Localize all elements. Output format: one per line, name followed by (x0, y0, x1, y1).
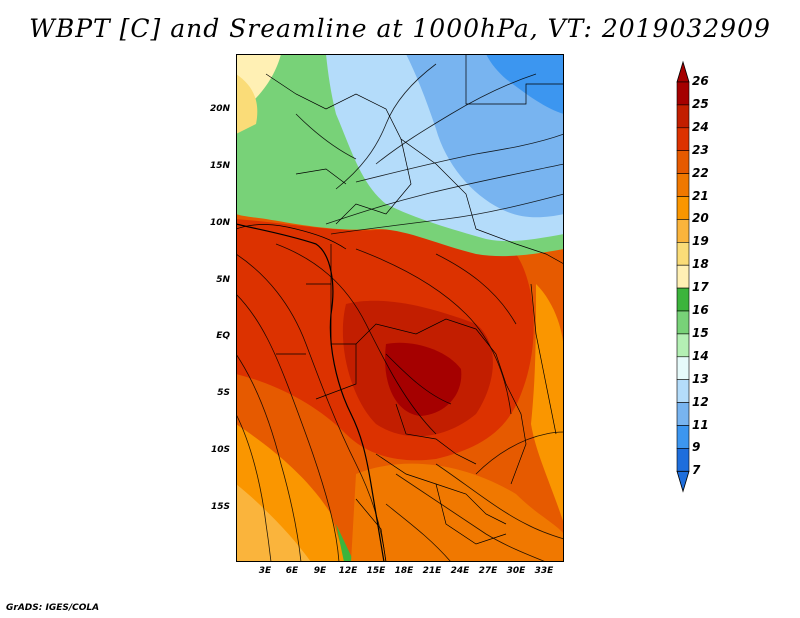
colorbar-swatch (676, 402, 690, 426)
colorbar-label: 25 (692, 96, 709, 111)
colorbar-label: 9 (692, 440, 701, 455)
colorbar-label: 16 (692, 303, 709, 317)
colorbar-swatch (676, 104, 690, 129)
lat-label-5n: 5N (216, 275, 230, 285)
colorbar-label: 12 (692, 394, 709, 409)
colorbar-swatch (676, 448, 690, 472)
lon-label-6e: 6E (285, 566, 299, 576)
colorbar-label: 24 (692, 119, 709, 134)
coastline (236, 223, 385, 562)
lat-label-20n: 20N (209, 104, 230, 114)
field-north-11 (486, 54, 564, 114)
lon-label-12e: 12E (338, 566, 358, 576)
lat-label-eq: EQ (216, 331, 230, 341)
lon-label-9e: 9E (313, 566, 327, 576)
streamlines (236, 63, 564, 562)
lon-label-33e: 33E (534, 566, 554, 576)
colorbar-label: 19 (692, 234, 709, 249)
colorbar-label: 14 (692, 348, 709, 363)
colorbar-swatch (676, 356, 690, 380)
lon-label-18e: 18E (394, 566, 414, 576)
lat-label-15n: 15N (209, 161, 230, 171)
lon-label-30e: 30E (506, 566, 526, 576)
colorbar-label: 20 (692, 211, 709, 226)
field-se-21 (531, 284, 564, 524)
colorbar-swatch (676, 264, 690, 289)
colorbar-swatch (676, 196, 690, 220)
colorbar-label: 26 (692, 74, 709, 88)
colorbar-arrow-bottom (676, 470, 690, 493)
map-frame (236, 54, 564, 562)
colorbar-label: 23 (692, 142, 709, 157)
lon-label-21e: 21E (422, 566, 442, 576)
colorbar-label: 7 (692, 463, 701, 478)
lat-label-10s: 10S (210, 445, 230, 455)
colorbar-swatch (676, 81, 690, 106)
lat-label-5s: 5S (217, 388, 230, 398)
wbpt-field-map (236, 54, 564, 562)
colorbar-swatch (676, 379, 690, 403)
colorbar-label: 11 (692, 417, 709, 432)
lon-label-15e: 15E (366, 566, 386, 576)
lon-label-3e: 3E (258, 566, 272, 576)
colorbar-arrow-top (676, 60, 690, 83)
colorbar-label: 18 (692, 257, 709, 272)
field-north-13 (406, 54, 564, 218)
lat-label-10n: 10N (209, 218, 230, 228)
colorbar-swatch (676, 219, 690, 243)
colorbar-label: 22 (692, 165, 709, 180)
colorbar-label: 15 (692, 325, 709, 340)
colorbar-swatch (676, 333, 690, 358)
colorbar-label: 13 (692, 371, 709, 386)
map-panel: 20N 15N 10N 5N EQ 5S 10S 15S 3E 6E 9E 12… (210, 54, 564, 576)
colorbar-swatch (676, 173, 690, 197)
colorbar-label: 17 (692, 280, 709, 295)
field-south-22 (351, 463, 564, 562)
colorbar-swatch (676, 150, 690, 174)
field-south-20 (236, 484, 311, 562)
grads-credit: GrADS: IGES/COLA (6, 603, 100, 613)
field-nw-warm (236, 74, 258, 134)
field-core-26 (385, 342, 462, 416)
colorbar-swatch (676, 242, 690, 266)
lat-label-15s: 15S (210, 502, 230, 512)
colorbar-swatch (676, 425, 690, 449)
colorbar-swatch (676, 287, 690, 312)
field-sw-green (336, 524, 354, 562)
chart-title: WBPT [C] and Sreamline at 1000hPa, VT: 2… (29, 14, 771, 43)
colorbar-label: 21 (692, 188, 709, 203)
colorbar-swatch (676, 310, 690, 335)
lon-label-27e: 27E (478, 566, 498, 576)
lon-label-24e: 24E (450, 566, 470, 576)
colorbar-swatch (676, 127, 690, 152)
